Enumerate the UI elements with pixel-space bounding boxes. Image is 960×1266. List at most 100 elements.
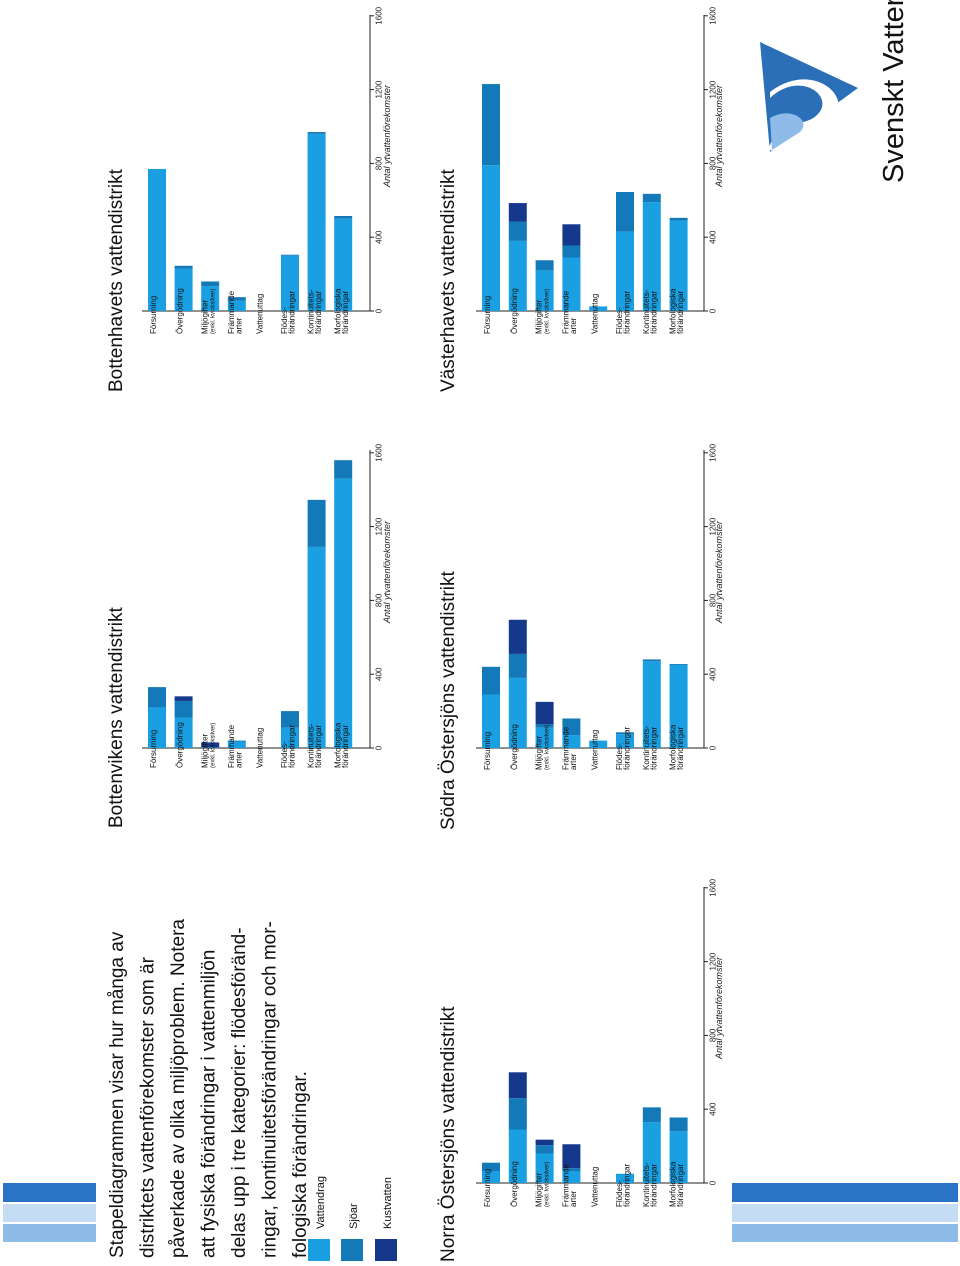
- bar-segment-vattendrag: [227, 741, 246, 748]
- category-label: förändringar: [314, 291, 323, 334]
- chart-bottenviken: Bottenvikens vattendistrikt 0 400 800 1200 16…: [106, 443, 392, 828]
- value-axis-label: Antal ytvattenförekomster: [714, 84, 724, 188]
- category-label: förändringar: [649, 727, 658, 770]
- intro-text-line: fologiska förändringar.: [290, 1071, 311, 1258]
- bar-segment-sjar: [508, 1098, 527, 1130]
- bar-segment-sjar: [174, 700, 193, 718]
- category-label: (exkl. kvicksilver): [545, 1162, 551, 1207]
- value-axis-label: Antal ytvattenförekomster: [714, 956, 724, 1060]
- bar-segment-vattendrag: [482, 1171, 500, 1183]
- category-label: Miljögifter: [535, 1172, 544, 1207]
- bar-segment-kustvatten: [201, 742, 220, 748]
- bar-segment-vattendrag: [508, 1129, 527, 1183]
- category-label: Kontinuitets-: [642, 1162, 651, 1207]
- intro-text-line: påverkade av olika miljöproblem. Notera: [168, 919, 189, 1258]
- bar-segment-sjar: [334, 460, 353, 479]
- bar-segment-sjar: [669, 217, 688, 221]
- category-label: Miljögifter: [535, 735, 544, 770]
- bar-segment-kustvatten: [508, 619, 527, 654]
- bar-segment-vattendrag: [307, 546, 326, 748]
- category-label: Kontinuitets-: [642, 289, 651, 334]
- value-tick-label: 1200: [709, 517, 718, 535]
- category-label: Kontinuitets-: [307, 289, 316, 334]
- category-label: Försurning: [483, 296, 492, 334]
- value-axis-label: Antal ytvattenförekomster: [714, 520, 724, 624]
- value-tick-label: 0: [709, 745, 718, 750]
- right-stripe-decoration: [732, 1183, 958, 1242]
- value-tick-label: 800: [375, 156, 384, 170]
- category-label: förändringar: [676, 727, 685, 770]
- intro-text-line: att fysiska förändringar i vattenmiljön: [199, 950, 220, 1258]
- bar-segment-vattendrag: [669, 664, 688, 748]
- left-stripe-dark: [3, 1183, 96, 1202]
- intro-text-line: delas upp i tre kategorier: flödesföränd…: [229, 927, 250, 1258]
- category-label: förändringar: [623, 727, 632, 770]
- category-label: Miljögifter: [200, 733, 209, 768]
- legend-swatch: [341, 1239, 363, 1261]
- legend-label: Vattendrag: [315, 1176, 327, 1229]
- category-label: Vattenuttag: [256, 728, 265, 768]
- value-tick-label: 0: [375, 308, 384, 313]
- bar-segment-kustvatten: [174, 696, 193, 701]
- category-label: Försurning: [149, 730, 158, 768]
- bar-segment-sjar: [201, 747, 220, 748]
- intro-text-line: ringar, kontinuitetsförändringar och mor…: [260, 921, 281, 1258]
- right-stripe-dark: [732, 1183, 958, 1202]
- bar-segment-sjar: [669, 664, 688, 665]
- value-tick-label: 0: [375, 745, 384, 750]
- legend-label: Sjöar: [348, 1203, 360, 1229]
- bar-segment-sjar: [562, 245, 581, 258]
- logo-wave-shape-light: [770, 113, 804, 150]
- category-label: Morfologiska: [333, 288, 342, 334]
- category-label: förändringar: [314, 725, 323, 768]
- category-label: Vattenuttag: [590, 730, 599, 770]
- category-label: arter: [569, 1190, 578, 1207]
- value-tick-label: 1600: [709, 6, 718, 24]
- bar-segment-vattendrag: [562, 257, 581, 311]
- bar-segment-vattendrag: [201, 286, 220, 311]
- chart-vasterhavet: Västerhavets vattendistrikt 0 400 800 1200 16…: [438, 6, 724, 392]
- category-label: Flödes-: [280, 741, 289, 768]
- bar-segment-sjar: [174, 265, 193, 269]
- bar-segment-vattendrag: [669, 1131, 688, 1183]
- bar-segment-vattendrag: [642, 1122, 661, 1183]
- category-label: Vattenuttag: [256, 294, 265, 334]
- value-tick-label: 800: [709, 593, 718, 607]
- category-label: Morfologiska: [333, 722, 342, 768]
- right-stripe-mid: [732, 1224, 958, 1242]
- bar-segment-vattendrag: [642, 661, 661, 748]
- left-stripe-light: [3, 1204, 96, 1222]
- value-axis-label: Antal ytvattenförekomster: [382, 84, 392, 188]
- bar-segment-vattendrag: [616, 231, 634, 311]
- bar-segment-sjar: [535, 1145, 554, 1154]
- category-label: arter: [234, 317, 243, 334]
- bar-segment-sjar: [227, 740, 246, 742]
- left-stripe-mid: [3, 1224, 96, 1242]
- category-label: Främmande: [562, 726, 571, 770]
- bar-segment-sjar: [281, 254, 299, 256]
- category-label: förändringar: [649, 1164, 658, 1207]
- bar-segment-kustvatten: [508, 203, 527, 222]
- bar-segment-sjar: [281, 711, 299, 728]
- category-label: (exkl. kvicksilver): [210, 289, 216, 334]
- category-label: Morfologiska: [669, 288, 678, 334]
- bar-segment-vattendrag: [589, 306, 608, 311]
- category-label: Övergödning: [176, 288, 185, 334]
- bar-segment-vattendrag: [616, 1173, 634, 1183]
- category-label: Försurning: [483, 1169, 492, 1207]
- category-label: Flödes-: [615, 743, 624, 770]
- bar-segment-sjar: [307, 499, 326, 547]
- bar-segment-sjar: [508, 653, 527, 678]
- value-tick-label: 800: [375, 593, 384, 607]
- bar-segment-vattendrag: [508, 677, 527, 748]
- value-axis-label: Antal ytvattenförekomster: [382, 520, 392, 624]
- bar-segment-sjar: [616, 191, 634, 232]
- bar-segment-vattendrag: [508, 240, 527, 311]
- bar-segment-sjar: [482, 84, 500, 166]
- category-label: Övergödning: [510, 724, 519, 770]
- bar-segment-sjar: [642, 1107, 661, 1123]
- category-label: förändringar: [288, 291, 297, 334]
- category-label: Morfologiska: [669, 724, 678, 770]
- bar-segment-kustvatten: [562, 1144, 581, 1169]
